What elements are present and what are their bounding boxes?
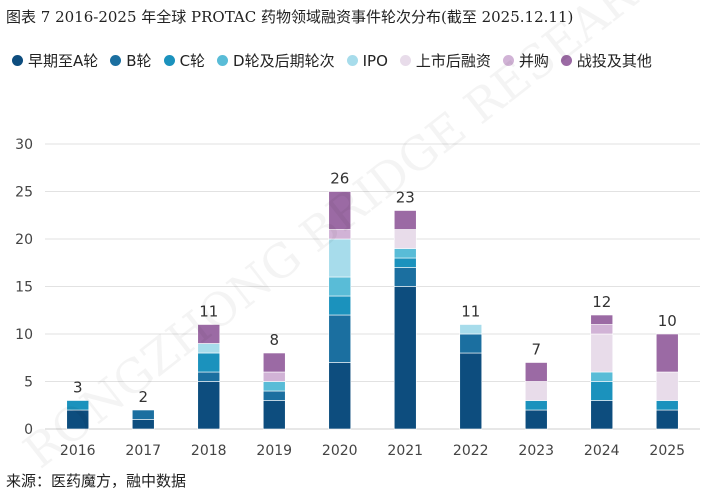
bar-segment — [328, 314, 352, 363]
y-tick-label: 10 — [15, 327, 33, 343]
bar-segment — [262, 400, 286, 430]
legend-swatch — [399, 55, 411, 66]
legend-label: 早期至A轮 — [28, 52, 99, 70]
x-tick-label: 2020 — [322, 443, 358, 459]
legend-item: D轮及后期轮次 — [217, 50, 335, 71]
legend-label: 战投及其他 — [576, 52, 652, 70]
bar-segment — [66, 400, 90, 411]
bar-segment — [590, 381, 614, 401]
bar-segment — [328, 276, 352, 297]
x-tick-label: 2024 — [584, 443, 620, 459]
legend-swatch — [110, 55, 122, 66]
total-label: 7 — [531, 341, 541, 359]
x-tick-label: 2023 — [518, 443, 554, 459]
bar-segment — [655, 400, 679, 411]
legend-item: B轮 — [110, 50, 152, 71]
legend-item: 早期至A轮 — [12, 50, 98, 71]
bar-segment — [590, 400, 614, 430]
total-label: 3 — [73, 379, 83, 397]
legend-label: D轮及后期轮次 — [233, 52, 335, 70]
bar-segment — [393, 248, 417, 259]
legend-item: IPO — [346, 50, 388, 71]
y-tick-label: 0 — [24, 422, 33, 438]
bar-segment — [262, 352, 286, 373]
bar-segment — [459, 324, 483, 335]
bar-segment — [655, 333, 679, 373]
legend-item: 并购 — [502, 50, 549, 71]
bar-segment — [393, 229, 417, 249]
x-tick-label: 2018 — [191, 443, 227, 459]
y-tick-label: 5 — [24, 375, 33, 391]
legend-swatch — [163, 55, 175, 66]
bar-segment — [393, 286, 417, 430]
y-tick-label: 15 — [15, 280, 33, 296]
legend-swatch — [502, 55, 514, 66]
bar-segment — [655, 371, 679, 401]
bar-segment — [328, 295, 352, 316]
bar-segment — [393, 210, 417, 230]
bar-segment — [524, 409, 548, 430]
source-note: 来源：医药魔方，融中数据 — [6, 472, 187, 490]
legend-item: 战投及其他 — [560, 50, 652, 71]
bar-segment — [262, 390, 286, 401]
legend: 早期至A轮 B轮 C轮 D轮及后期轮次 IPO 上市后融资 并购 战投及其他 — [12, 50, 702, 71]
x-tick-label: 2016 — [60, 443, 96, 459]
bar-segment — [393, 267, 417, 287]
bar-segment — [262, 381, 286, 392]
y-tick-label: 20 — [15, 232, 33, 248]
bar-segment — [590, 314, 614, 325]
bar-segment — [590, 371, 614, 382]
bar-segment — [524, 400, 548, 411]
bar-segment — [459, 352, 483, 430]
x-tick-label: 2025 — [649, 443, 685, 459]
total-label: 12 — [592, 293, 611, 311]
legend-label: C轮 — [179, 52, 206, 70]
legend-label: B轮 — [126, 52, 152, 70]
legend-swatch — [217, 55, 229, 66]
bar-segment — [524, 381, 548, 401]
y-tick-label: 30 — [15, 137, 33, 153]
chart-title: 图表 7 2016-2025 年全球 PROTAC 药物领域融资事件轮次分布(截… — [6, 8, 574, 26]
bar-segment — [197, 371, 221, 382]
bar-segment — [262, 371, 286, 382]
legend-swatch — [346, 55, 358, 66]
bar-segment — [590, 324, 614, 335]
total-label: 26 — [330, 170, 349, 188]
bar-segment — [328, 191, 352, 230]
bar-segment — [197, 381, 221, 430]
total-label: 11 — [461, 303, 480, 321]
bar-segment — [131, 419, 155, 430]
total-label: 10 — [658, 312, 677, 330]
bar-segment — [459, 333, 483, 354]
y-tick-label: 25 — [15, 185, 33, 201]
bar-segment — [393, 257, 417, 268]
x-tick-label: 2017 — [125, 443, 161, 459]
bar-segment — [131, 409, 155, 420]
total-label: 11 — [199, 303, 218, 321]
x-tick-label: 2019 — [256, 443, 292, 459]
bar-segment — [197, 324, 221, 344]
legend-label: 上市后融资 — [415, 52, 491, 70]
x-tick-label: 2022 — [453, 443, 489, 459]
legend-label: IPO — [362, 51, 388, 70]
legend-swatch — [560, 55, 572, 66]
bar-segment — [524, 362, 548, 382]
total-label: 8 — [269, 331, 279, 349]
legend-item: 上市后融资 — [399, 50, 491, 71]
bar-segment — [590, 333, 614, 373]
legend-label: 并购 — [518, 52, 549, 70]
legend-swatch — [12, 55, 23, 66]
total-label: 23 — [396, 189, 415, 207]
bar-segment — [328, 362, 352, 430]
total-label: 2 — [138, 388, 148, 406]
bar-segment — [655, 409, 679, 430]
x-tick-label: 2021 — [387, 443, 423, 459]
legend-item: C轮 — [163, 50, 206, 71]
